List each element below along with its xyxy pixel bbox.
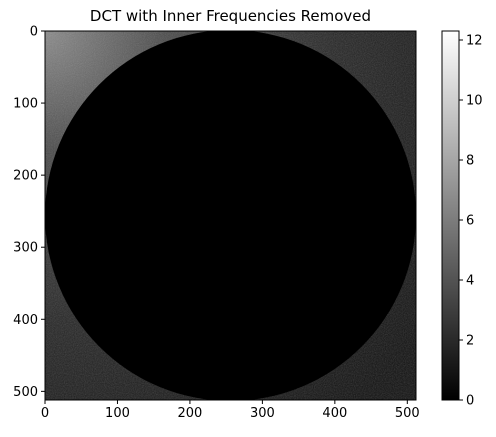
colorbar-ticks: 0 2 4 6 8 10 12 — [459, 34, 483, 409]
colorbar-tick-label: 6 — [466, 214, 474, 229]
colorbar-tick-label: 8 — [466, 154, 474, 169]
x-axis: 0 100 200 300 400 500 — [41, 400, 420, 421]
x-tick-label: 0 — [41, 406, 49, 421]
x-tick-label: 300 — [250, 406, 275, 421]
x-tick-label: 500 — [395, 406, 420, 421]
y-tick-label: 400 — [13, 313, 38, 328]
x-tick-label: 100 — [105, 406, 130, 421]
y-tick-label: 0 — [30, 25, 38, 40]
y-tick-label: 100 — [13, 97, 38, 112]
colorbar-tick-label: 2 — [466, 334, 474, 349]
plot-frame — [44, 30, 417, 401]
x-tick-label: 400 — [322, 406, 347, 421]
colorbar-tick-label: 12 — [466, 34, 483, 49]
chart-title: DCT with Inner Frequencies Removed — [90, 7, 371, 25]
colorbar-tick-label: 10 — [466, 94, 483, 109]
plot-area — [44, 30, 417, 401]
colorbar-tick-label: 4 — [466, 274, 474, 289]
y-tick-label: 200 — [13, 169, 38, 184]
removed-frequencies-mask — [45, 31, 416, 400]
y-tick-label: 300 — [13, 241, 38, 256]
x-tick-label: 200 — [178, 406, 203, 421]
colorbar: 0 2 4 6 8 10 12 — [441, 30, 483, 409]
y-axis: 0 100 200 300 400 500 — [13, 25, 45, 400]
colorbar-tick-label: 0 — [466, 394, 474, 409]
colorbar-gradient — [441, 30, 460, 401]
y-tick-label: 500 — [13, 385, 38, 400]
